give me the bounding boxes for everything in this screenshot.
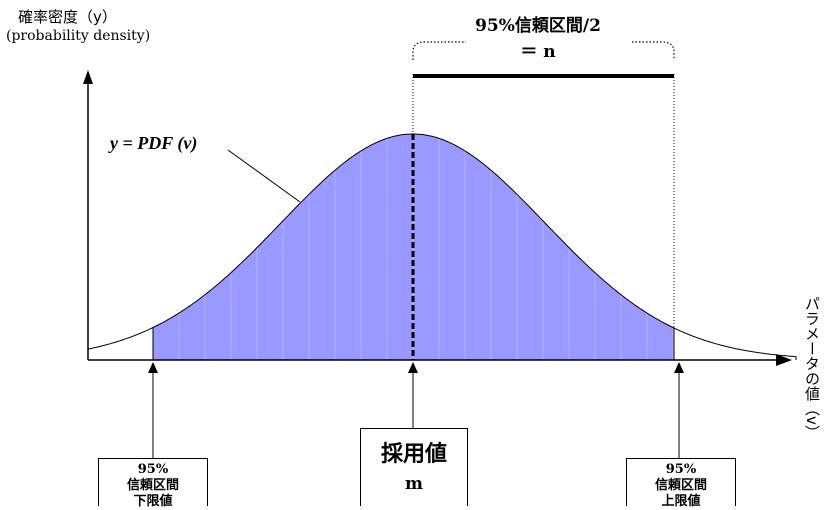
- ci-half-equals-n: ＝ n: [520, 42, 556, 62]
- x-axis-label: パラメータの値（v）: [803, 296, 821, 440]
- lower-limit-line3: 下限値: [133, 494, 173, 509]
- lower-limit-line2: 信頼区間: [126, 478, 179, 493]
- adopted-value-line1: 採用値: [380, 442, 447, 467]
- x-axis-arrowhead: [776, 354, 792, 366]
- upper-limit-box: 95% 信頼区間 上限値: [626, 458, 736, 509]
- upper-limit-line1: 95%: [665, 462, 697, 477]
- adopted-value-box: 採用値 m: [360, 428, 468, 506]
- ci-half-title: 95%信頼区間/2: [475, 16, 601, 36]
- arrow-mean-head: [408, 362, 418, 373]
- lower-limit-line1: 95%: [137, 462, 169, 477]
- curve-label: y = PDF (v): [110, 133, 198, 153]
- y-axis-label-en: (probability density): [6, 28, 151, 44]
- adopted-value-line2: m: [405, 474, 423, 494]
- ci-brace: [412, 41, 675, 60]
- y-axis-arrowhead: [83, 70, 93, 84]
- curve-label-leader: [227, 149, 301, 203]
- arrow-lower-head: [148, 362, 158, 373]
- lower-limit-box: 95% 信頼区間 下限値: [98, 458, 208, 509]
- y-axis-label-ja: 確率密度（y）: [18, 8, 117, 26]
- pdf-curve: [87, 133, 797, 360]
- upper-limit-line3: 上限値: [661, 494, 701, 509]
- upper-limit-line2: 信頼区間: [654, 478, 707, 493]
- arrow-upper-head: [674, 362, 684, 373]
